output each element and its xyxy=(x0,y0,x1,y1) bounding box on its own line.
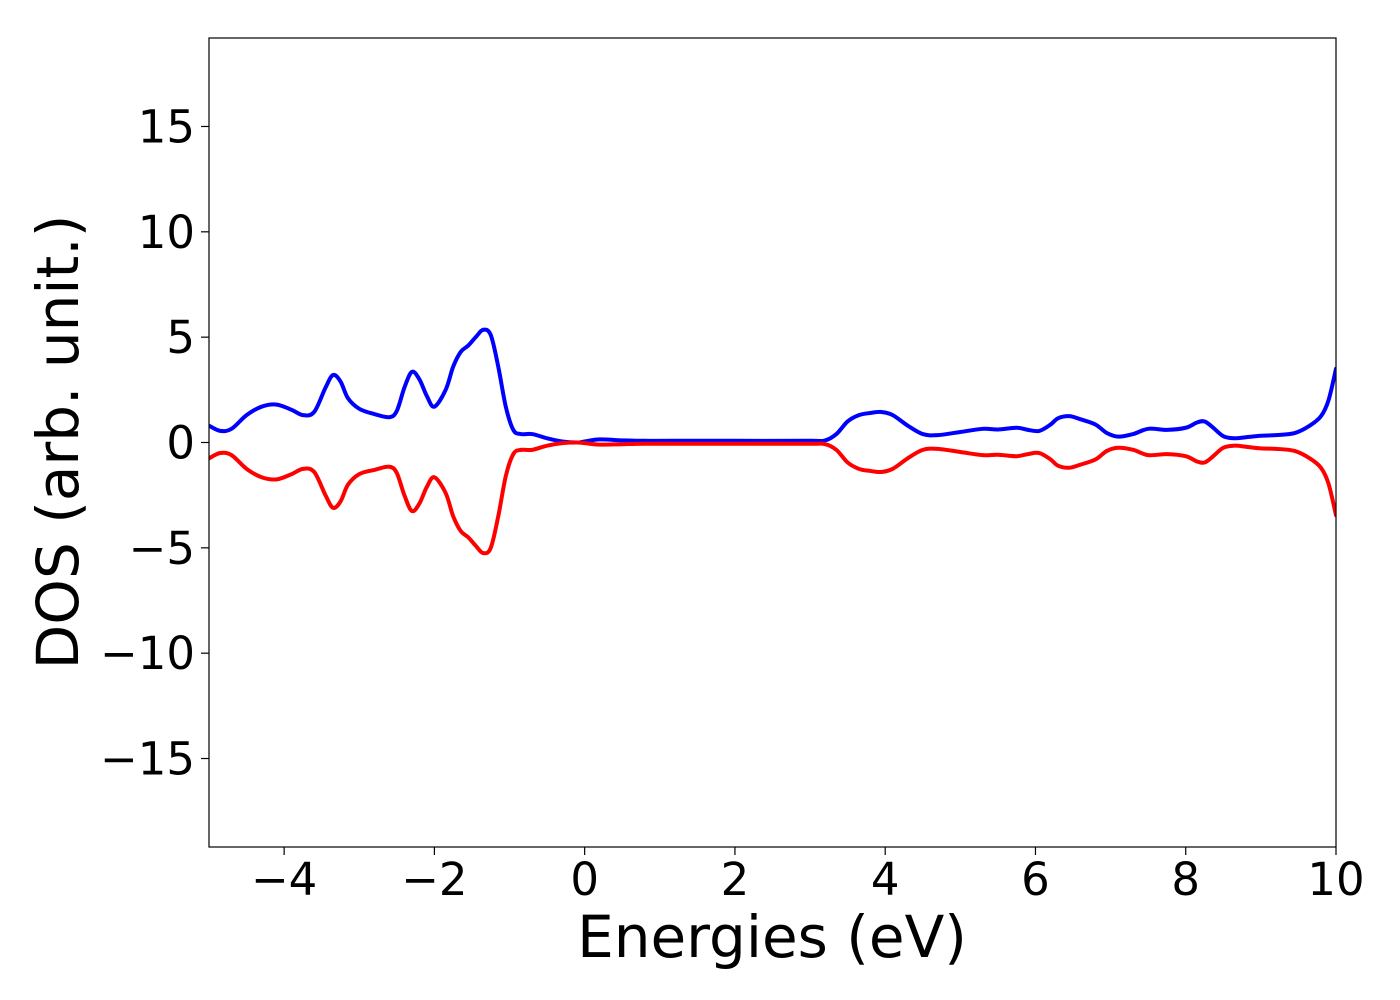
y-axis-ticks: −15 −10 −5 0 5 10 15 xyxy=(100,100,209,786)
y-tick-label: −10 xyxy=(100,627,195,680)
y-tick-label: −5 xyxy=(129,522,195,575)
x-tick-label: 10 xyxy=(1307,853,1364,906)
y-tick-label: 5 xyxy=(166,311,195,364)
x-tick-label: 0 xyxy=(570,853,599,906)
x-tick-label: 2 xyxy=(721,853,750,906)
series-line-1 xyxy=(209,327,1336,445)
x-tick-label: −2 xyxy=(401,853,467,906)
y-tick-label: 10 xyxy=(138,206,195,259)
x-axis-label: Energies (eV) xyxy=(577,903,967,971)
x-tick-label: −4 xyxy=(251,853,317,906)
x-axis-ticks: −4 −2 0 2 4 6 8 10 xyxy=(251,847,1365,906)
x-tick-label: 8 xyxy=(1171,853,1200,906)
y-tick-label: 0 xyxy=(166,417,195,470)
y-tick-label: −15 xyxy=(100,733,195,786)
x-tick-label: 6 xyxy=(1021,853,1050,906)
series-layer xyxy=(209,327,1336,556)
y-axis-label: DOS (arb. unit.) xyxy=(24,215,92,670)
x-tick-label: 4 xyxy=(871,853,900,906)
series-line-2 xyxy=(209,440,1336,556)
y-tick-label: 15 xyxy=(138,100,195,153)
